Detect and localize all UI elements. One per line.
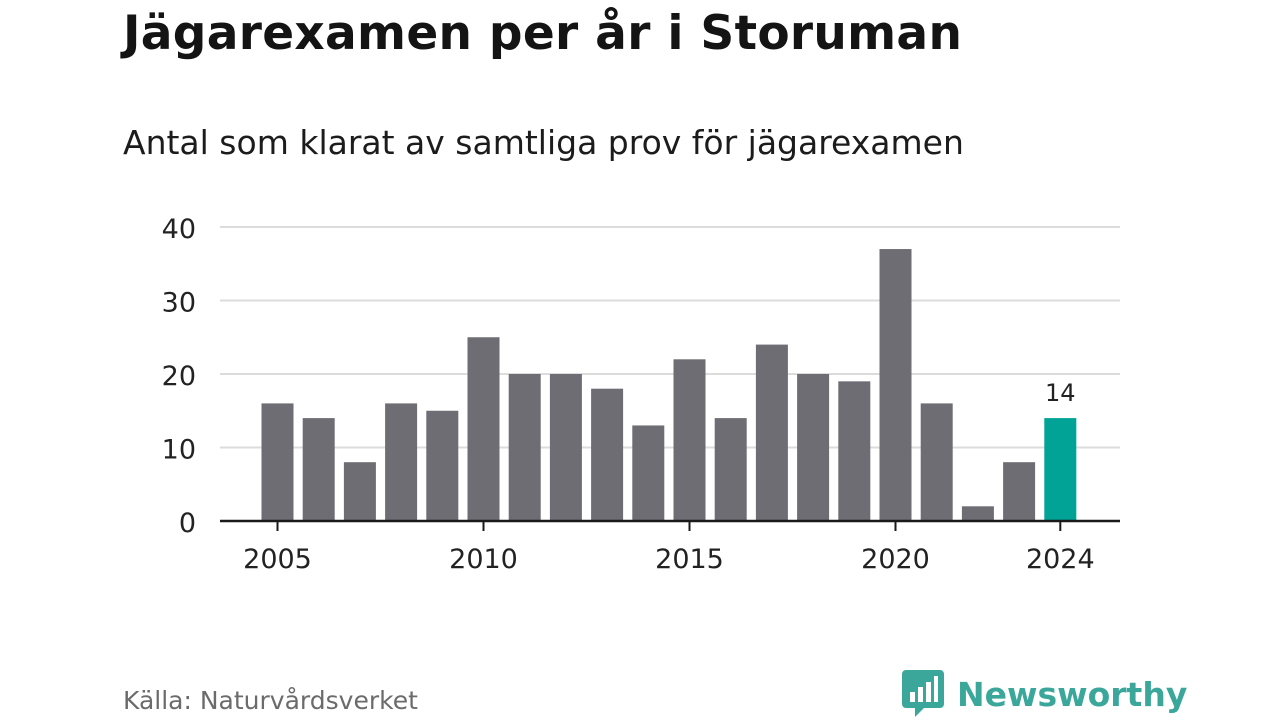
source-note: Källa: Naturvårdsverket	[123, 686, 418, 715]
bar	[920, 403, 953, 521]
bar	[755, 344, 788, 521]
bar	[673, 359, 706, 521]
bar	[426, 410, 459, 521]
chart-title: Jägarexamen per år i Storuman	[123, 6, 963, 61]
y-tick-label: 0	[179, 508, 196, 539]
x-tick-label: 2010	[449, 544, 518, 575]
y-tick-label: 40	[162, 214, 196, 245]
bar	[961, 506, 994, 521]
y-tick-label: 30	[162, 288, 196, 319]
bar	[714, 418, 747, 521]
bar	[632, 425, 665, 521]
bar	[508, 374, 541, 521]
bar-chart-speech-bubble-icon	[902, 670, 944, 717]
bar	[302, 418, 335, 521]
y-tick-label: 10	[162, 435, 196, 466]
x-tick-label: 2020	[861, 544, 930, 575]
bar	[549, 374, 582, 521]
bar	[261, 403, 294, 521]
x-tick-label: 2005	[243, 544, 312, 575]
bar	[838, 381, 871, 521]
bar	[385, 403, 418, 521]
data-label: 14	[1045, 379, 1076, 407]
x-tick-label: 2015	[655, 544, 724, 575]
x-tick-label: 2024	[1026, 544, 1095, 575]
bar	[879, 249, 912, 522]
bar	[797, 374, 830, 521]
brand-name: Newsworthy	[957, 674, 1188, 714]
bar	[343, 462, 376, 521]
brand-logo: Newsworthy	[902, 670, 1187, 718]
bar	[1044, 418, 1077, 521]
bar	[467, 337, 500, 521]
bar	[1003, 462, 1036, 521]
y-tick-label: 20	[162, 361, 196, 392]
chart-subtitle: Antal som klarat av samtliga prov för jä…	[123, 123, 964, 162]
bar	[591, 388, 624, 521]
bar-chart: 0 10 20 30 40 14 2005 2010 2015 2020 2024	[162, 214, 1120, 575]
